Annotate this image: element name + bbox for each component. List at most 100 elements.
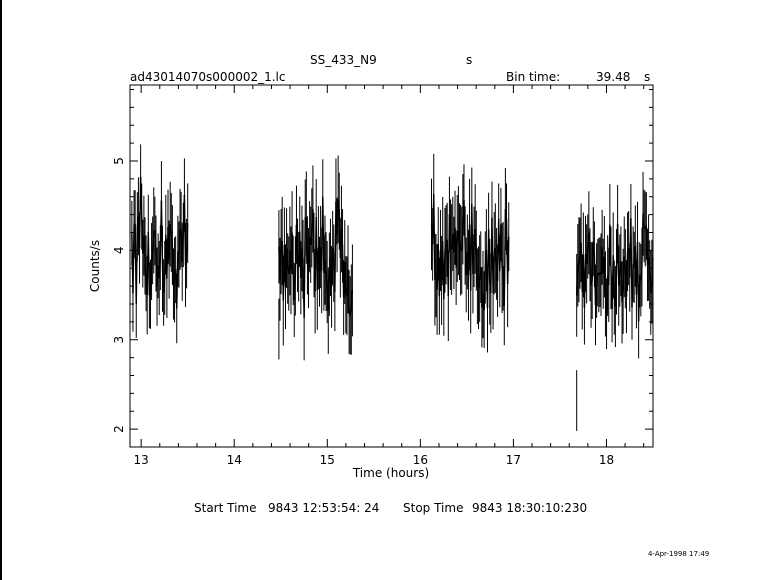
bin-step (181, 234, 185, 262)
y-tick-label: 4 (112, 247, 126, 255)
bin-step (650, 281, 653, 293)
bin-step (618, 270, 621, 286)
bin-step (143, 235, 146, 256)
bin-step (620, 261, 623, 303)
bin-step (455, 238, 458, 268)
bin-step (444, 244, 447, 251)
bin-step (171, 245, 175, 285)
bin-step (614, 271, 618, 307)
x-tick-label: 17 (506, 453, 521, 467)
bin-step (147, 231, 151, 296)
bin-step (621, 291, 624, 303)
bin-step (170, 232, 174, 246)
bin-step (168, 224, 171, 260)
x-tick-label: 13 (134, 453, 149, 467)
bin-step (487, 229, 491, 282)
bin-step (185, 223, 189, 254)
lightcurve-filename: ad43014070s000002_1.lc (130, 70, 286, 84)
start-time-value: 9843 12:53:54: 24 (268, 501, 380, 515)
y-tick-labels: 2 3 4 5 (112, 157, 126, 433)
bin-step (303, 217, 306, 318)
bin-step (172, 279, 176, 285)
bin-step (494, 248, 498, 264)
bin-step (591, 241, 594, 281)
bin-step (337, 199, 340, 212)
plot-title-suffix: s (466, 53, 473, 67)
bin-step (349, 309, 353, 316)
bin-step (616, 224, 620, 286)
bin-step (139, 176, 143, 217)
bin-step (443, 250, 446, 300)
window-left-border (0, 0, 2, 580)
bin-step (641, 213, 644, 268)
bin-step (433, 194, 436, 280)
bin-step (285, 248, 289, 269)
bin-step (176, 251, 179, 309)
bin-step (340, 228, 344, 246)
bin-time-value: 39.48 (596, 70, 631, 84)
bin-step (506, 236, 510, 284)
bin-step (631, 264, 634, 308)
bin-time-unit: s (644, 70, 651, 84)
bin-step (344, 262, 347, 295)
bin-step (651, 257, 654, 282)
bin-step (160, 200, 164, 269)
x-axis-label: Time (hours) (352, 466, 429, 480)
bin-step (594, 280, 598, 305)
bin-step (162, 277, 166, 293)
bin-step (295, 224, 299, 256)
bin-step (336, 199, 339, 236)
x-tick-label: 18 (599, 453, 614, 467)
bin-step (184, 253, 188, 266)
bin-step (605, 275, 609, 314)
bin-step (325, 271, 328, 283)
plot-title: SS_433_N9 (310, 53, 377, 67)
print-timestamp: 4-Apr-1998 17:49 (648, 550, 710, 558)
bin-step (492, 253, 495, 293)
bin-step (625, 251, 629, 297)
bin-step (144, 255, 147, 274)
x-tick-label: 15 (320, 453, 335, 467)
bin-step (327, 274, 331, 311)
bin-step (588, 232, 591, 265)
bin-step (301, 248, 304, 260)
y-tick-label: 5 (112, 157, 126, 165)
bin-step (458, 241, 462, 251)
bin-step (474, 228, 477, 251)
bin-step (183, 195, 187, 265)
y-tick-label: 3 (112, 336, 126, 344)
bin-step (178, 229, 181, 255)
bin-step (312, 208, 315, 256)
bin-step (503, 209, 507, 306)
bin-step (583, 253, 587, 308)
bin-step (307, 236, 311, 269)
bin-step (645, 226, 649, 265)
bin-step (291, 232, 294, 271)
bin-step (169, 224, 172, 233)
bin-step (331, 247, 335, 264)
bin-step (504, 209, 508, 220)
start-time-label: Start Time (194, 501, 257, 515)
bin-step (293, 275, 297, 301)
bin-step (148, 293, 151, 296)
bin-step (132, 224, 135, 294)
x-tick-label: 16 (413, 453, 428, 467)
bin-step (279, 251, 282, 280)
bin-step (589, 264, 592, 285)
data-points (131, 144, 654, 431)
bin-step (595, 272, 599, 281)
bin-step (477, 278, 481, 288)
bin-step (603, 256, 607, 294)
bin-step (500, 224, 503, 269)
bin-step (158, 257, 162, 279)
bin-step (347, 269, 350, 313)
bin-step (637, 274, 641, 322)
bin-step (324, 260, 327, 272)
bin-time-label: Bin time: (506, 70, 561, 84)
bin-step (150, 250, 154, 262)
bin-step (483, 267, 486, 310)
bin-step (577, 259, 580, 266)
axis-ticks (130, 85, 653, 448)
bin-step (609, 224, 612, 268)
